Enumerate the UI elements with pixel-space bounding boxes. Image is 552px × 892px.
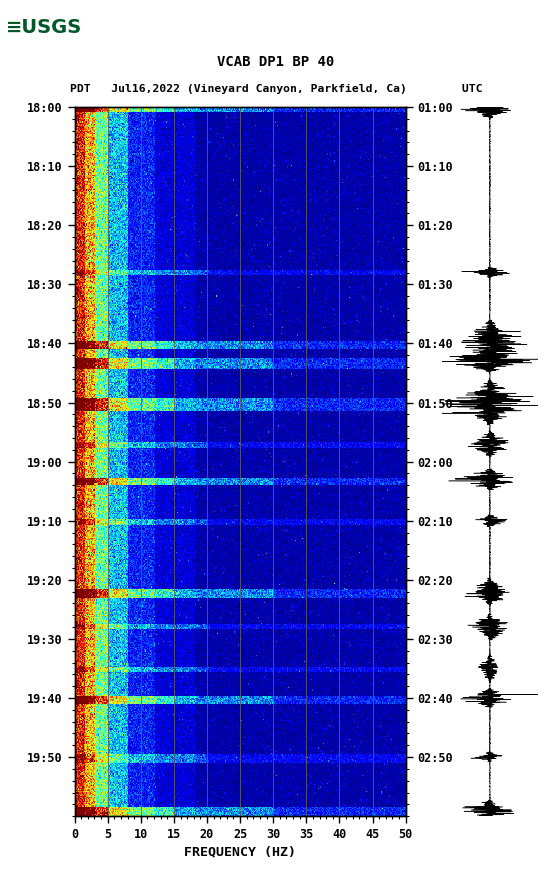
Text: ≡USGS: ≡USGS <box>6 18 82 37</box>
X-axis label: FREQUENCY (HZ): FREQUENCY (HZ) <box>184 845 296 858</box>
Text: PDT   Jul16,2022 (Vineyard Canyon, Parkfield, Ca)        UTC: PDT Jul16,2022 (Vineyard Canyon, Parkfie… <box>70 84 482 94</box>
Text: VCAB DP1 BP 40: VCAB DP1 BP 40 <box>217 55 335 70</box>
